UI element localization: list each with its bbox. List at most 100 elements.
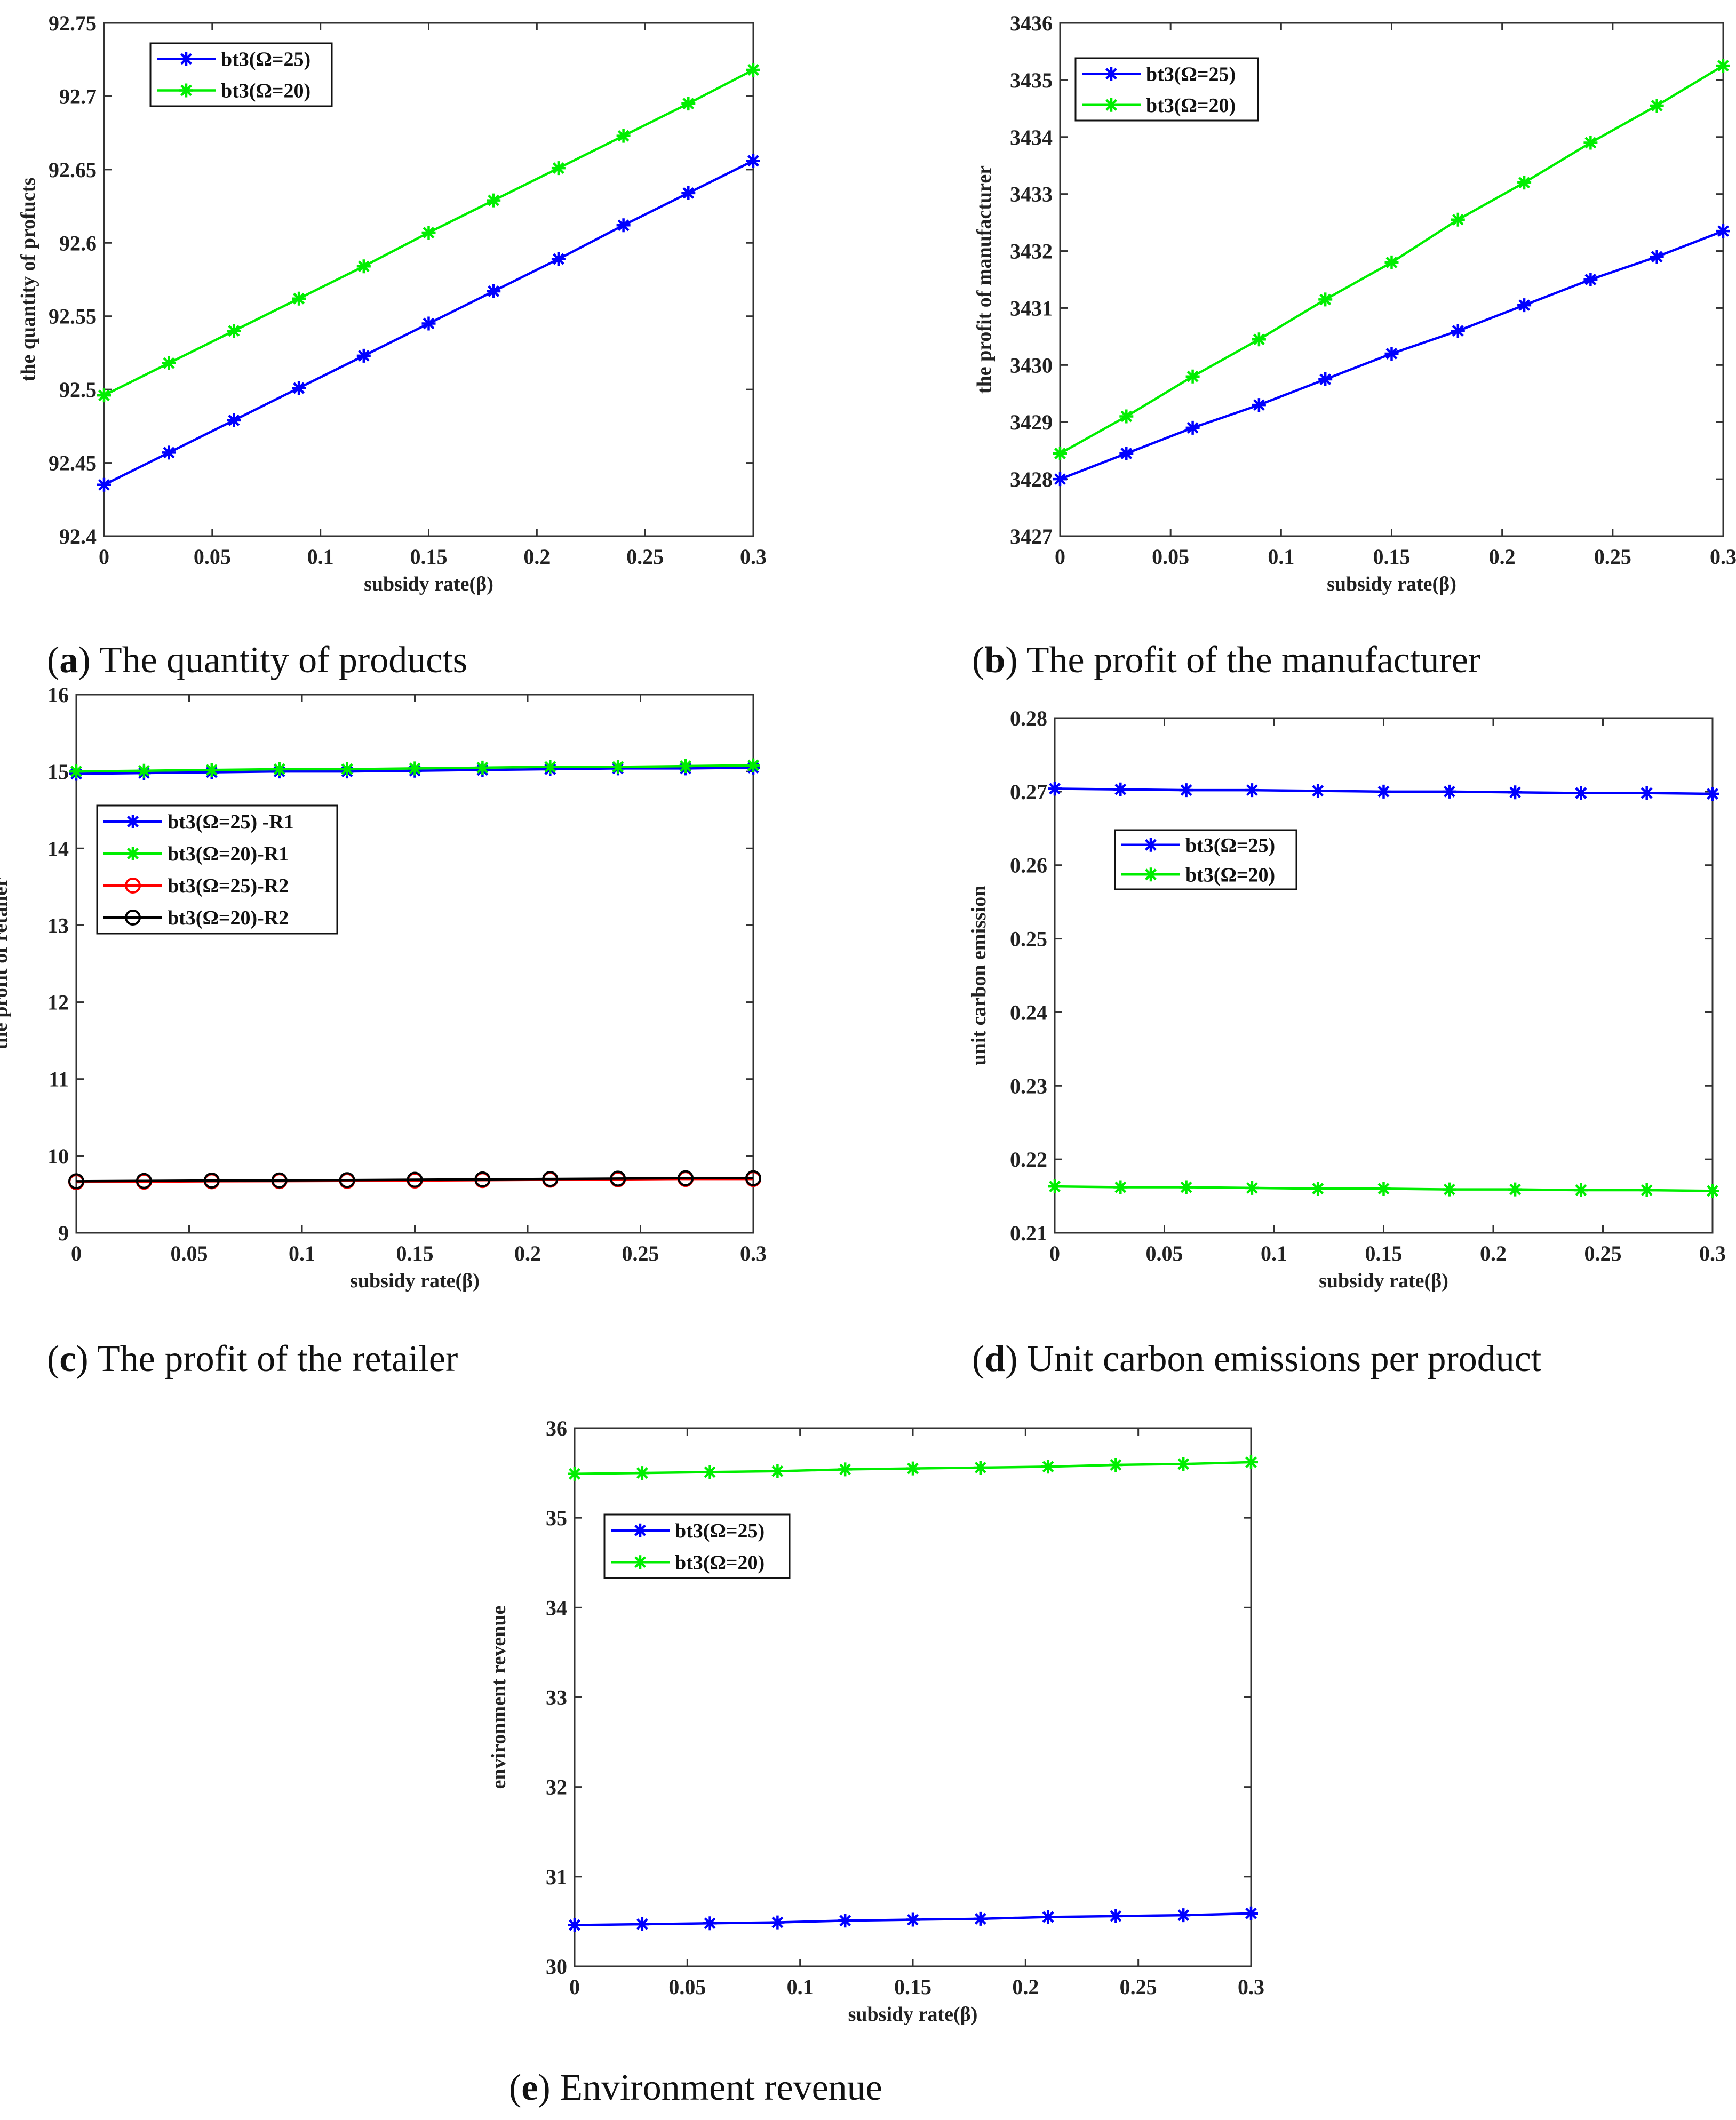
x-axis-label: subsidy rate(β): [1327, 573, 1456, 595]
data-point: [703, 1916, 717, 1931]
y-tick-label: 3436: [1010, 11, 1053, 35]
data-point: [137, 763, 151, 778]
data-point: [1574, 1183, 1588, 1198]
data-point: [1252, 398, 1266, 412]
legend-marker: [1144, 867, 1158, 882]
data-point: [339, 1172, 355, 1189]
data-point: [1311, 1182, 1325, 1196]
x-tick-label: 0.25: [622, 1241, 659, 1265]
y-tick-label: 3430: [1010, 353, 1053, 377]
x-tick-label: 0.05: [171, 1241, 208, 1265]
y-axis-label: environment revenue: [488, 1606, 510, 1789]
legend-box-d: [1114, 829, 1297, 890]
data-point: [1442, 1182, 1456, 1197]
y-tick-label: 9: [58, 1221, 69, 1245]
y-tick-label: 92.4: [59, 524, 97, 548]
data-point: [97, 477, 111, 492]
x-tick-label: 0.25: [1120, 1975, 1157, 1999]
data-point: [616, 129, 631, 143]
y-tick-label: 30: [546, 1955, 567, 1979]
data-point: [475, 760, 490, 775]
chart-caption: (e) Environment revenue: [509, 2067, 882, 2108]
data-point: [906, 1912, 920, 1927]
data-point: [1244, 1455, 1258, 1469]
y-tick-label: 3434: [1010, 125, 1053, 149]
data-point: [1650, 250, 1664, 264]
y-tick-label: 10: [47, 1144, 69, 1168]
data-point: [292, 291, 306, 306]
data-point: [551, 161, 566, 176]
y-tick-label: 12: [47, 991, 69, 1015]
data-point: [616, 218, 631, 233]
data-point: [568, 1467, 582, 1481]
x-tick-label: 0.1: [1261, 1241, 1287, 1265]
data-point: [1517, 298, 1532, 313]
y-tick-label: 0.23: [1010, 1074, 1047, 1098]
data-point: [203, 1172, 220, 1189]
data-point: [1245, 783, 1259, 798]
y-tick-label: 92.75: [49, 11, 97, 35]
x-tick-label: 0.1: [307, 545, 334, 569]
data-point: [770, 1464, 785, 1478]
data-point: [551, 252, 566, 266]
chart-d: 0 0.05 0.1 0.15 0.2 0.25 0.3 0.21 0.22 0.23 0.24 0.…: [968, 706, 1726, 1380]
data-point: [1185, 369, 1200, 384]
x-tick-label: 0.25: [626, 545, 664, 569]
data-point: [1384, 346, 1399, 361]
data-point: [610, 1170, 626, 1187]
chart-caption: (a) The quantity of products: [47, 640, 467, 681]
data-point: [1113, 1180, 1128, 1194]
data-point: [611, 760, 625, 774]
data-point: [681, 186, 696, 200]
data-point: [1244, 1906, 1258, 1920]
data-point: [1716, 224, 1730, 238]
data-point: [1119, 409, 1134, 424]
x-tick-label: 0.1: [787, 1975, 814, 1999]
legend-box-a: [149, 42, 333, 107]
y-tick-label: 0.25: [1010, 927, 1047, 951]
chart-caption: (b) The profit of the manufacturer: [972, 640, 1480, 681]
x-tick-label: 0.2: [523, 545, 550, 569]
data-point: [1517, 176, 1532, 190]
data-point: [1639, 1183, 1654, 1198]
data-point: [1376, 1182, 1391, 1196]
data-point: [136, 1173, 152, 1189]
x-tick-label: 0.15: [396, 1241, 434, 1265]
legend-entry: bt3(Ω=20): [1185, 864, 1275, 886]
y-tick-label: 35: [546, 1506, 567, 1530]
data-point: [204, 763, 219, 777]
data-point: [1252, 332, 1266, 347]
data-point: [838, 1914, 853, 1928]
legend-entry: bt3(Ω=20): [1146, 94, 1236, 117]
data-point: [678, 1170, 694, 1186]
data-point: [568, 1918, 582, 1932]
legend-marker: [1104, 98, 1118, 112]
x-tick-label: 0: [71, 1241, 82, 1265]
x-tick-label: 0.3: [1710, 545, 1736, 569]
data-point: [1639, 786, 1654, 800]
data-point: [1041, 1460, 1055, 1474]
x-axis-label: subsidy rate(β): [848, 2003, 978, 2026]
x-tick-label: 0.05: [1152, 545, 1189, 569]
data-point: [1583, 273, 1598, 286]
data-point: [421, 316, 436, 331]
y-tick-label: 0.22: [1010, 1147, 1047, 1171]
data-point: [271, 1172, 288, 1189]
data-point: [487, 284, 501, 298]
data-point: [1048, 782, 1062, 796]
x-tick-label: 0: [1055, 545, 1065, 569]
data-point: [1179, 783, 1193, 798]
data-point: [1245, 1181, 1259, 1195]
data-point: [227, 413, 241, 427]
data-point: [68, 1173, 84, 1190]
legend-entry: bt3(Ω=20)-R2: [168, 907, 289, 929]
y-tick-label: 92.55: [49, 305, 97, 329]
y-tick-label: 14: [47, 836, 69, 860]
y-tick-label: 33: [546, 1686, 567, 1710]
data-point: [272, 762, 286, 776]
legend-entry: bt3(Ω=20): [675, 1551, 765, 1574]
data-point: [838, 1462, 853, 1477]
data-point: [1716, 59, 1730, 73]
data-point: [292, 381, 306, 395]
data-point: [356, 259, 371, 274]
